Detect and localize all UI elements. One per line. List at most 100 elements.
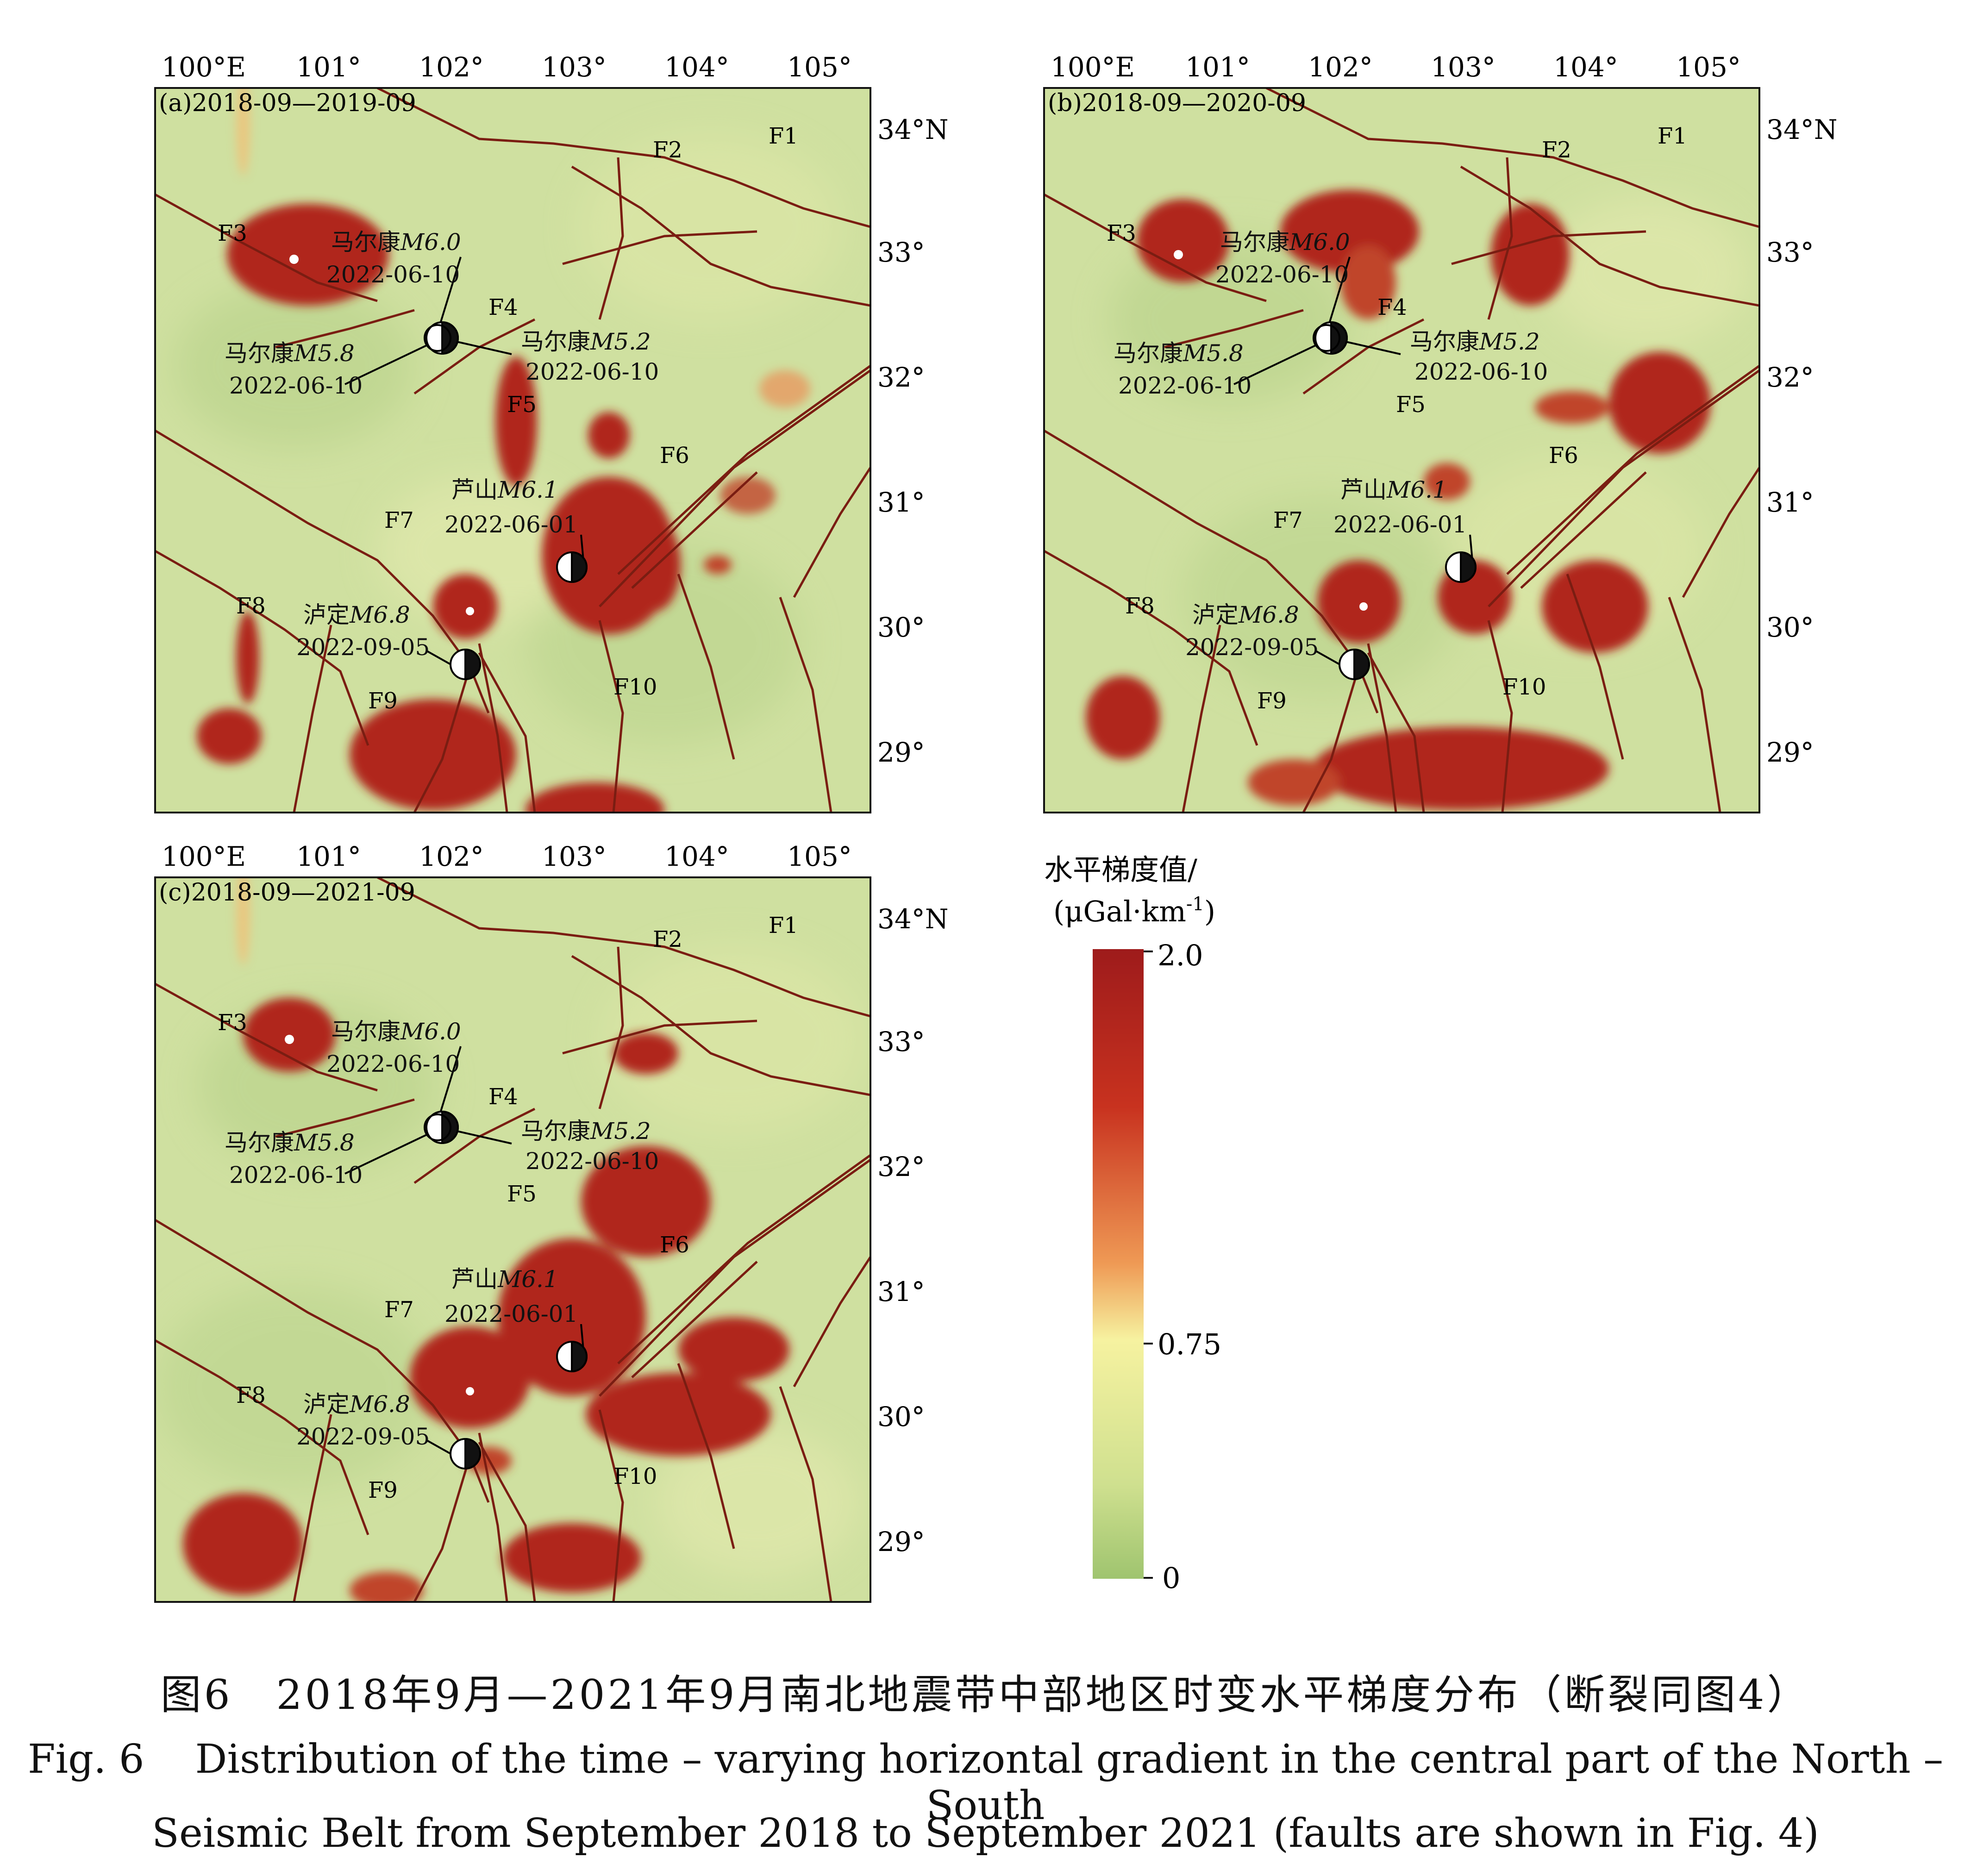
leader-line: [580, 534, 584, 561]
fault-line: [1682, 467, 1759, 598]
figure-caption-en-line2: Seismic Belt from September 2018 to Sept…: [152, 1810, 1819, 1857]
fault-line: [1044, 550, 1258, 746]
fault-line: [598, 157, 624, 320]
fault-line: [1265, 88, 1759, 228]
event-date: 2022-06-10: [526, 1148, 659, 1175]
beachball-maerkang: [1313, 321, 1348, 355]
fault-line: [1487, 157, 1513, 320]
fault-line: [598, 620, 624, 813]
lat-label: 32°: [877, 362, 925, 393]
event-date: 2022-06-01: [444, 1301, 578, 1327]
map-frame: [1043, 87, 1760, 813]
anomaly: [1137, 199, 1229, 282]
lon-label: 100°E: [1051, 51, 1135, 83]
beachball-lushan: [1445, 551, 1477, 583]
event-date: 2022-09-05: [296, 634, 430, 661]
fault-label: F6: [660, 443, 689, 469]
gradient-anomalies: [183, 877, 789, 1602]
anomaly: [350, 699, 516, 810]
fault-lines: [155, 88, 870, 813]
anomaly: [678, 1317, 789, 1382]
colorbar-tick-label: 0: [1162, 1561, 1180, 1595]
anomaly-center-dot: [285, 1035, 294, 1044]
lon-label: 103°: [542, 841, 607, 872]
leader-line: [1233, 337, 1332, 385]
anomaly: [588, 412, 630, 458]
fault-line: [478, 1441, 536, 1602]
fault-label: F10: [1502, 674, 1546, 700]
anomaly: [1491, 204, 1570, 306]
figure-caption-cn: 图6 2018年9月—2021年9月南北地震带中部地区时变水平梯度分布（断裂同图…: [160, 1671, 1811, 1719]
event-label-m58: 马尔康M5.8: [1114, 340, 1244, 367]
event-label-m58: 马尔康M5.8: [225, 340, 355, 367]
map-panel-c: F1 F2 F3 F4 F5 F6 F7 F8 F9 F10: [154, 841, 949, 1603]
fault-lines: [1044, 88, 1759, 813]
fault-label: F1: [1658, 123, 1687, 149]
anomaly-center-dot: [1174, 250, 1183, 259]
panel-label: (a)2018-09—2019-09: [159, 89, 416, 117]
beachball-luding: [1339, 648, 1370, 681]
fault-line: [562, 230, 757, 265]
colorbar-unit: (μGal·km-1): [1053, 894, 1215, 928]
lat-label: 31°: [877, 487, 925, 518]
fault-label: F4: [488, 1084, 518, 1110]
anomaly: [1280, 190, 1419, 273]
fault-line: [478, 1432, 508, 1602]
focal-mechanisms: [424, 321, 588, 681]
lon-labels: 100°E 101° 102° 103° 104° 105°: [1051, 51, 1741, 83]
event-date: 2022-09-05: [1185, 634, 1319, 661]
anomaly: [586, 1373, 771, 1456]
event-label-m61: 芦山M6.1: [451, 476, 558, 503]
background-texture: [174, 134, 840, 745]
map-frame: [154, 876, 871, 1603]
anomaly: [581, 1146, 711, 1257]
fault-line: [617, 364, 870, 575]
anomaly: [236, 88, 250, 176]
fault-line: [1487, 620, 1513, 813]
event-label-m52: 马尔康M5.2: [1410, 328, 1540, 355]
lon-label: 105°: [1676, 51, 1741, 83]
fault-line: [631, 1261, 758, 1378]
fault-line: [293, 625, 332, 813]
fault-line: [571, 165, 870, 307]
anomaly: [1535, 391, 1609, 424]
event-label-m60: 马尔康M6.0: [331, 1018, 461, 1045]
focal-mechanisms: [424, 1110, 588, 1470]
event-label-m68: 泸定M6.8: [303, 1391, 410, 1418]
focal-mechanisms: [1313, 321, 1477, 681]
lon-label: 102°: [419, 841, 484, 872]
fault-line: [1668, 597, 1721, 813]
beachball-maerkang: [424, 1110, 459, 1144]
leader-line: [580, 1324, 584, 1350]
fault-label: F1: [769, 123, 798, 149]
map-frame: [154, 87, 871, 813]
leader-line: [344, 337, 443, 385]
fault-label: F3: [1107, 220, 1136, 246]
event-label-m52: 马尔康M5.2: [521, 1118, 651, 1144]
anomaly: [759, 370, 810, 407]
fault-label: F8: [236, 593, 266, 619]
background-texture: [155, 947, 863, 1576]
fault-line: [155, 1339, 369, 1535]
fault-label: F5: [1396, 392, 1426, 418]
figure-number: Fig. 6: [27, 1736, 144, 1782]
event-label-m60: 马尔康M6.0: [1220, 229, 1350, 256]
anomaly: [236, 611, 259, 704]
fault-label: F7: [384, 1297, 414, 1323]
anomaly: [502, 1523, 641, 1593]
event-date: 2022-06-01: [444, 511, 578, 538]
anomaly: [1542, 560, 1648, 653]
fault-label: F2: [653, 137, 682, 163]
lat-label: 31°: [1766, 487, 1814, 518]
anomaly: [433, 574, 498, 639]
anomaly: [1317, 560, 1401, 644]
anomaly: [1424, 463, 1470, 500]
anomaly: [630, 519, 681, 611]
lon-label: 104°: [664, 841, 729, 872]
anomaly: [526, 782, 664, 813]
lat-label: 30°: [877, 1401, 925, 1432]
anomaly-center-dot: [289, 255, 299, 264]
fault-label: F6: [1549, 443, 1578, 469]
anomaly: [704, 556, 732, 574]
